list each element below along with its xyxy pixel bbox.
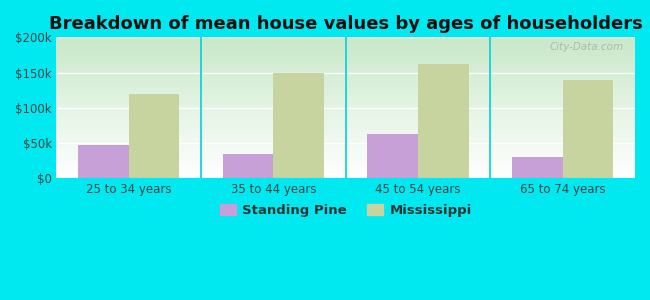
Bar: [563, 80, 614, 178]
Bar: [512, 157, 563, 178]
Legend: Standing Pine, Mississippi: Standing Pine, Mississippi: [214, 199, 477, 223]
Bar: [418, 64, 469, 178]
Bar: [274, 73, 324, 178]
Bar: [129, 94, 179, 178]
Bar: [78, 145, 129, 178]
Bar: [367, 134, 418, 178]
Text: City-Data.com: City-Data.com: [549, 42, 623, 52]
Bar: [223, 154, 274, 178]
Title: Breakdown of mean house values by ages of householders: Breakdown of mean house values by ages o…: [49, 15, 643, 33]
